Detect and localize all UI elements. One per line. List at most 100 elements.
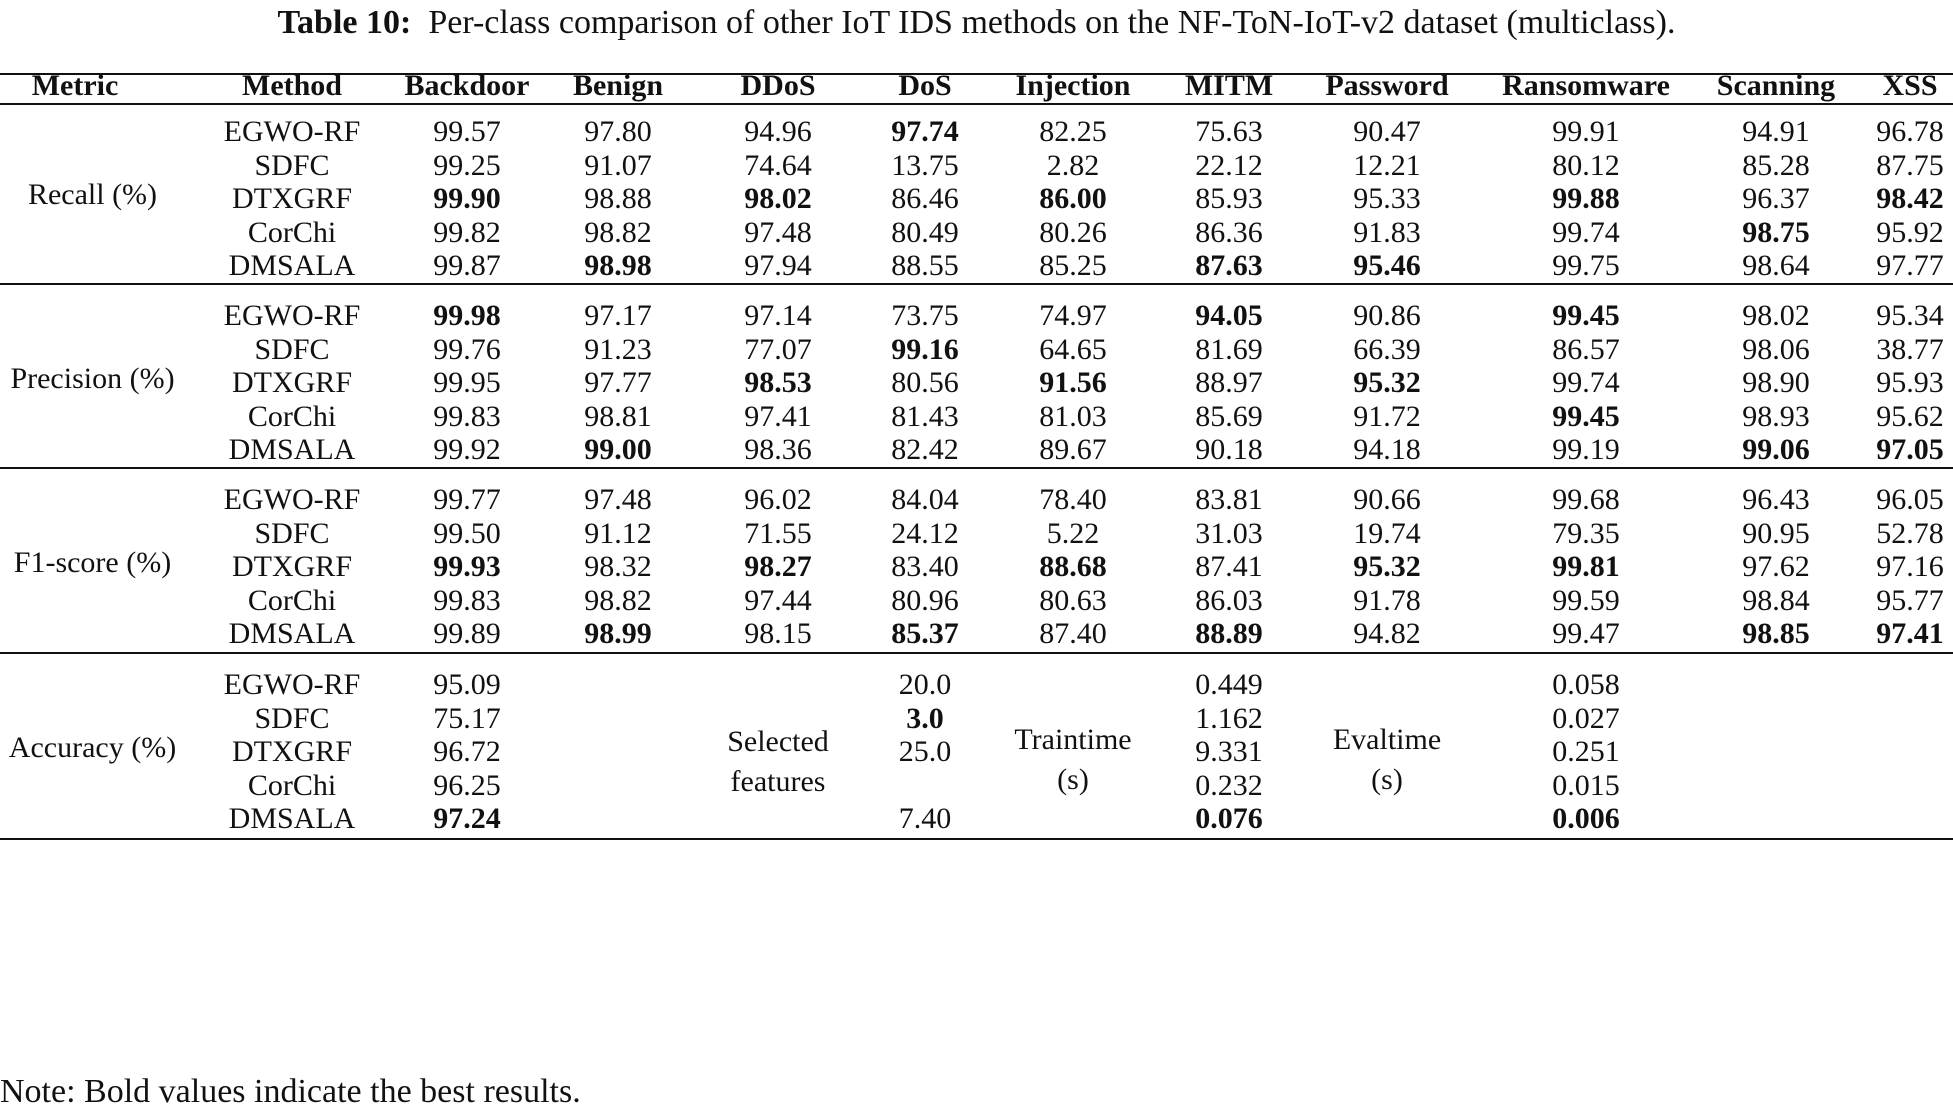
table-cell: 98.02 xyxy=(744,182,812,216)
table-cell: 66.39 xyxy=(1353,332,1421,366)
table-cell: 98.85 xyxy=(1742,617,1810,651)
table-cell: 99.59 xyxy=(1552,583,1620,617)
table-cell: 99.76 xyxy=(433,332,501,366)
table-cell: 38.77 xyxy=(1876,332,1944,366)
table-cell: 99.91 xyxy=(1552,115,1620,148)
table-cell: 94.82 xyxy=(1353,617,1421,651)
selected-features-label: features xyxy=(730,765,826,798)
group-rule-2 xyxy=(0,467,1953,469)
selected-features-label: Selected xyxy=(727,725,829,758)
evaltime-value: 0.006 xyxy=(1552,802,1620,836)
table-cell: 99.82 xyxy=(433,215,501,249)
table-cell: 97.77 xyxy=(584,366,652,400)
accuracy-value: 97.24 xyxy=(433,802,501,836)
table-cell: 99.95 xyxy=(433,366,501,400)
header-password: Password xyxy=(1325,69,1449,102)
table-cell: 87.41 xyxy=(1195,550,1263,584)
selected-features-value: 7.40 xyxy=(898,802,952,836)
table-caption: Table 10: Per-class comparison of other … xyxy=(0,2,1953,64)
table-cell: 99.16 xyxy=(891,332,959,366)
table-cell: 98.98 xyxy=(584,249,652,283)
table-cell: 99.06 xyxy=(1742,433,1810,467)
table-cell: 81.43 xyxy=(891,399,959,433)
table-cell: 99.74 xyxy=(1552,215,1620,249)
table-cell: 95.46 xyxy=(1353,249,1421,283)
method-label: DMSALA xyxy=(228,617,356,651)
table-cell: 91.72 xyxy=(1353,399,1421,433)
selected-features-value: 20.0 xyxy=(898,668,952,701)
header-rule xyxy=(0,103,1953,105)
method-label: DMSALA xyxy=(228,802,356,836)
header-method: Method xyxy=(242,69,342,102)
header-ransomware: Ransomware xyxy=(1502,69,1670,102)
table-cell: 99.50 xyxy=(433,516,501,550)
method-label: CorChi xyxy=(247,399,337,433)
table-cell: 98.27 xyxy=(744,550,812,584)
table-cell: 96.05 xyxy=(1876,483,1944,516)
table-cell: 95.62 xyxy=(1876,399,1944,433)
table-cell: 95.32 xyxy=(1353,550,1421,584)
table-cell: 88.68 xyxy=(1039,550,1107,584)
method-label: EGWO-RF xyxy=(223,299,361,332)
table-cell: 85.69 xyxy=(1195,399,1263,433)
table-cell: 99.88 xyxy=(1552,182,1620,216)
table-cell: 97.94 xyxy=(744,249,812,283)
table-cell: 98.32 xyxy=(584,550,652,584)
table-cell: 80.26 xyxy=(1039,215,1107,249)
table-cell: 87.40 xyxy=(1039,617,1107,651)
table-cell: 97.80 xyxy=(584,115,652,148)
table-cell: 98.42 xyxy=(1876,182,1944,216)
table-cell: 71.55 xyxy=(744,516,812,550)
table-cell: 94.18 xyxy=(1353,433,1421,467)
table-cell: 88.97 xyxy=(1195,366,1263,400)
table-cell: 82.42 xyxy=(891,433,959,467)
table-cell: 91.12 xyxy=(584,516,652,550)
table-cell: 99.47 xyxy=(1552,617,1620,651)
table-cell: 85.25 xyxy=(1039,249,1107,283)
table-cell: 99.45 xyxy=(1552,399,1620,433)
table-cell: 87.75 xyxy=(1876,148,1944,182)
method-label: DTXGRF xyxy=(231,550,352,584)
table-cell: 99.90 xyxy=(433,182,501,216)
table-cell: 91.23 xyxy=(584,332,652,366)
table-cell: 99.19 xyxy=(1552,433,1620,467)
method-label: CorChi xyxy=(247,215,337,249)
table-cell: 98.64 xyxy=(1742,249,1810,283)
table-cell: 97.05 xyxy=(1876,433,1944,467)
table-cell: 77.07 xyxy=(744,332,812,366)
table-cell: 78.40 xyxy=(1039,483,1107,516)
table-cell: 95.33 xyxy=(1353,182,1421,216)
table-cell: 87.63 xyxy=(1195,249,1263,283)
table-cell: 86.36 xyxy=(1195,215,1263,249)
table-cell: 95.34 xyxy=(1876,299,1944,332)
table-cell: 80.49 xyxy=(891,215,959,249)
table-cell: 95.32 xyxy=(1353,366,1421,400)
table-cell: 73.75 xyxy=(891,299,959,332)
table-cell: 75.63 xyxy=(1195,115,1263,148)
table-cell: 86.57 xyxy=(1552,332,1620,366)
table-cell: 97.17 xyxy=(584,299,652,332)
table-cell: 97.48 xyxy=(584,483,652,516)
table-cell: 98.06 xyxy=(1742,332,1810,366)
table-cell: 98.84 xyxy=(1742,583,1810,617)
method-label: SDFC xyxy=(254,516,330,550)
table-cell: 91.07 xyxy=(584,148,652,182)
table-cell: 13.75 xyxy=(891,148,959,182)
header-scanning: Scanning xyxy=(1716,69,1836,102)
traintime-value: 1.162 xyxy=(1195,701,1263,735)
caption-label: Table 10: xyxy=(277,4,412,41)
table-cell: 98.99 xyxy=(584,617,652,651)
table-cell: 99.83 xyxy=(433,399,501,433)
traintime-value: 0.232 xyxy=(1195,768,1263,802)
selected-features-value: 25.0 xyxy=(898,735,952,769)
method-label: DMSALA xyxy=(228,433,356,467)
table-cell: 88.55 xyxy=(891,249,959,283)
table-cell: 98.36 xyxy=(744,433,812,467)
method-label: DTXGRF xyxy=(231,366,352,400)
accuracy-value: 96.25 xyxy=(433,768,501,802)
table-cell: 97.14 xyxy=(744,299,812,332)
table-cell: 99.89 xyxy=(433,617,501,651)
table-cell: 80.12 xyxy=(1552,148,1620,182)
table-cell: 99.45 xyxy=(1552,299,1620,332)
table-cell: 83.40 xyxy=(891,550,959,584)
